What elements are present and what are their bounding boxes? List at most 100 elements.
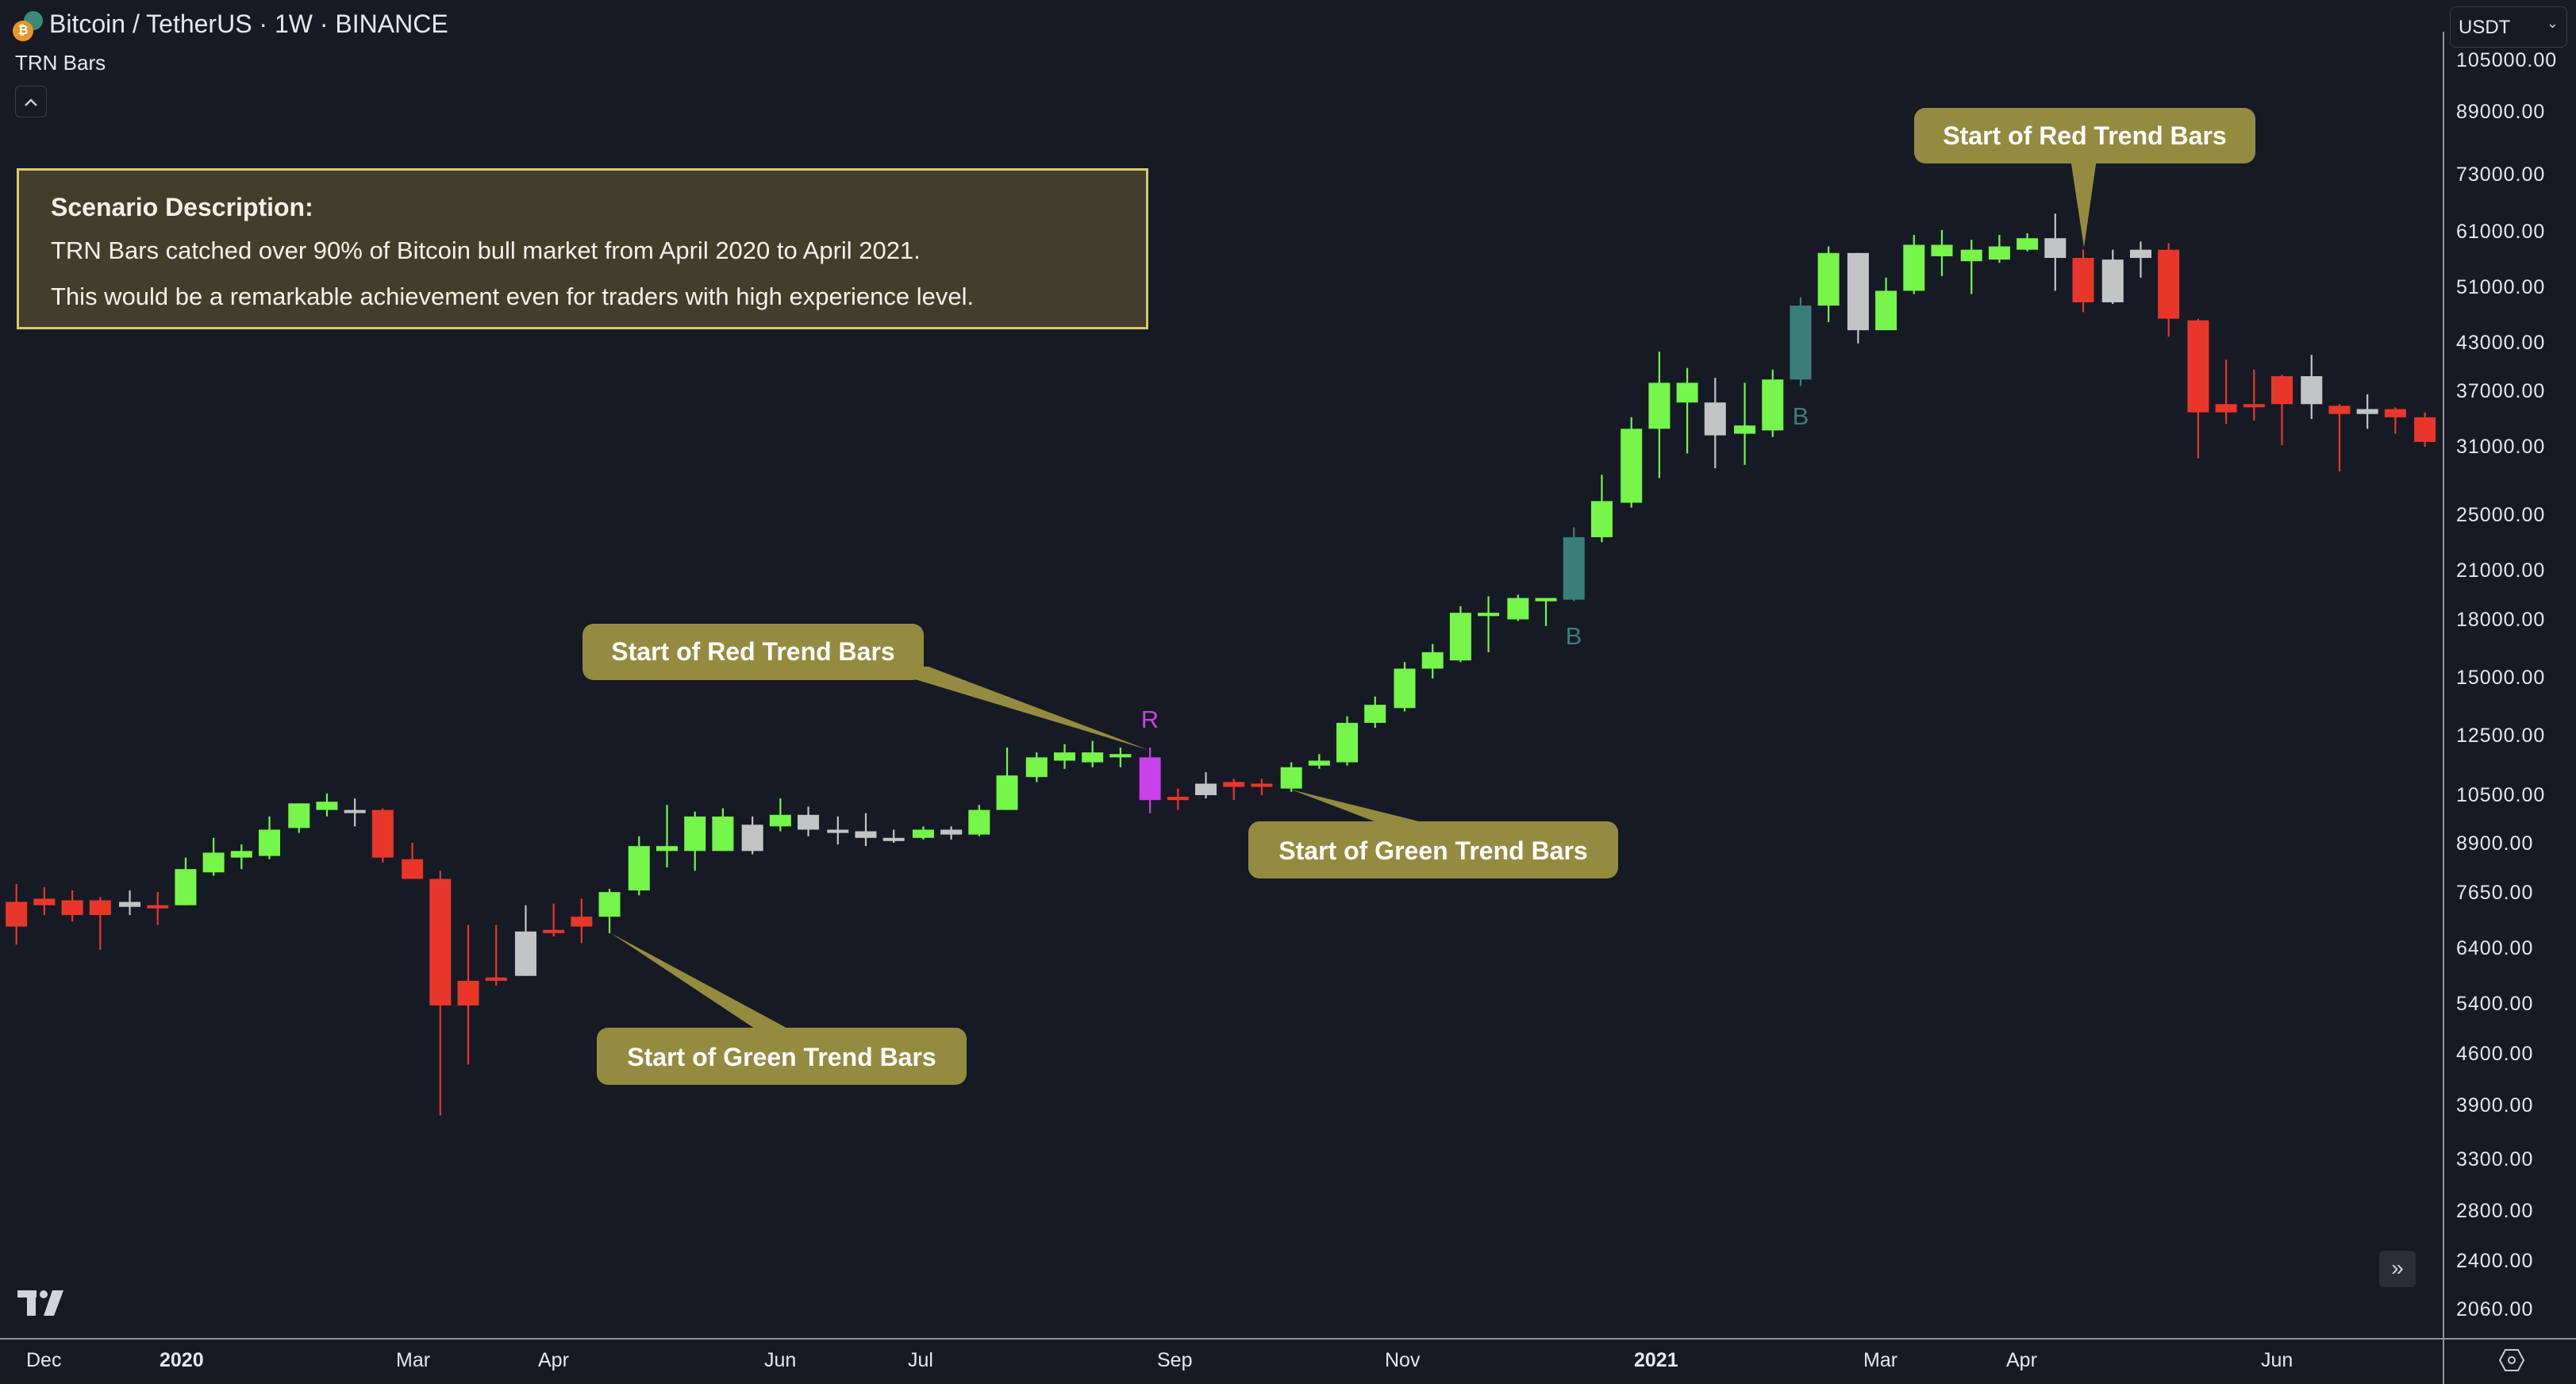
candle-bull[interactable]: [1478, 613, 1500, 617]
candle-bull[interactable]: [968, 809, 990, 835]
candle-neutral[interactable]: [119, 902, 141, 907]
candle-bear[interactable]: [89, 900, 111, 916]
candle-bear[interactable]: [2187, 320, 2209, 413]
candle-bear[interactable]: [2158, 249, 2180, 319]
candle-bull[interactable]: [598, 892, 621, 917]
candle-bear[interactable]: [571, 917, 593, 927]
candle-bear[interactable]: [1167, 797, 1189, 801]
candle-bull[interactable]: [316, 802, 338, 810]
candle-bear[interactable]: [543, 929, 565, 933]
candle-bull[interactable]: [1109, 754, 1132, 758]
candle-bear[interactable]: [2215, 404, 2237, 413]
collapse-legend-button[interactable]: [15, 86, 47, 117]
candle-bull[interactable]: [684, 816, 706, 852]
candle-bull[interactable]: [1931, 244, 1953, 256]
candle-bull[interactable]: [259, 829, 281, 856]
candle-bull[interactable]: [1960, 249, 1982, 262]
price-tick-label: 21000.00: [2456, 559, 2546, 582]
candle-breakout[interactable]: [1790, 306, 1812, 380]
candle-bear[interactable]: [2384, 409, 2406, 417]
candle-bull[interactable]: [202, 852, 225, 873]
candle-bull[interactable]: [628, 846, 650, 891]
candle-bull[interactable]: [1364, 705, 1386, 723]
candle-neutral[interactable]: [2129, 249, 2151, 259]
candle-bull[interactable]: [1676, 383, 1698, 403]
candle-bull[interactable]: [1308, 760, 1330, 766]
candle-bull[interactable]: [230, 851, 252, 858]
candle-bull[interactable]: [1762, 379, 1784, 431]
candle-wick: [1744, 383, 1746, 465]
candle-bull[interactable]: [1988, 246, 2010, 260]
candle-bear[interactable]: [402, 859, 424, 879]
candle-neutral[interactable]: [514, 931, 536, 976]
candle-neutral[interactable]: [1195, 783, 1217, 795]
candle-bear[interactable]: [1251, 783, 1273, 787]
candle-bear[interactable]: [457, 980, 479, 1005]
candle-bull[interactable]: [769, 814, 791, 827]
candle-bull[interactable]: [1734, 425, 1756, 434]
tradingview-logo-icon[interactable]: [17, 1290, 67, 1321]
price-chart-canvas[interactable]: Start of Green Trend Bars Start of Red T…: [0, 0, 2436, 1336]
candle-bull[interactable]: [996, 775, 1018, 810]
candle-bear[interactable]: [147, 905, 169, 909]
candle-neutral[interactable]: [940, 829, 963, 835]
candle-neutral[interactable]: [1847, 252, 1869, 331]
candle-bull[interactable]: [1082, 752, 1104, 763]
candle-bear[interactable]: [1223, 782, 1245, 787]
candle-bull[interactable]: [1621, 429, 1643, 503]
candle-bear[interactable]: [371, 809, 394, 858]
candle-bull[interactable]: [1280, 767, 1302, 789]
indicator-name[interactable]: TRN Bars: [15, 51, 106, 75]
candle-bull[interactable]: [1817, 252, 1840, 306]
candle-neutral[interactable]: [827, 829, 849, 833]
candle-neutral[interactable]: [741, 825, 763, 852]
candle-bear[interactable]: [2414, 417, 2436, 442]
candle-bull[interactable]: [1336, 722, 1359, 763]
candle-bear[interactable]: [2072, 258, 2094, 302]
chart-settings-button[interactable]: [2498, 1347, 2525, 1374]
candle-neutral[interactable]: [2101, 260, 2124, 302]
candle-bull[interactable]: [1648, 383, 1671, 429]
candle-bull[interactable]: [1535, 598, 1557, 602]
candle-wick: [1544, 598, 1548, 626]
candle-bear[interactable]: [6, 902, 28, 927]
price-tick-label: 89000.00: [2456, 101, 2546, 123]
candle-bull[interactable]: [1394, 668, 1416, 709]
scroll-to-realtime-button[interactable]: »: [2379, 1251, 2416, 1287]
candle-reversal[interactable]: [1139, 757, 1161, 801]
candle-bear[interactable]: [485, 977, 507, 981]
candle-neutral[interactable]: [2356, 409, 2378, 414]
candle-bull[interactable]: [1449, 613, 1471, 661]
symbol-title[interactable]: Bitcoin / TetherUS · 1W · BINANCE: [49, 10, 448, 38]
candle-bull[interactable]: [656, 846, 679, 852]
candle-bear[interactable]: [2271, 376, 2293, 405]
candle-bull[interactable]: [712, 816, 734, 852]
candle-bull[interactable]: [288, 803, 310, 828]
candle-bear[interactable]: [429, 878, 452, 1005]
candle-bull[interactable]: [1507, 598, 1529, 620]
candle-bull[interactable]: [1875, 290, 1897, 331]
candle-bull[interactable]: [2017, 238, 2039, 250]
candle-neutral[interactable]: [344, 809, 366, 813]
candle-neutral[interactable]: [2044, 238, 2067, 259]
candle-neutral[interactable]: [855, 831, 877, 838]
candle-bull[interactable]: [1903, 244, 1925, 291]
candle-bull[interactable]: [1025, 757, 1048, 778]
candle-bull[interactable]: [175, 869, 197, 905]
candle-bear[interactable]: [33, 898, 56, 905]
candle-breakout[interactable]: [1563, 536, 1585, 600]
candle-bear[interactable]: [2243, 404, 2265, 408]
scenario-title: Scenario Description:: [51, 193, 313, 221]
candle-bear[interactable]: [2328, 406, 2351, 414]
candle-bull[interactable]: [912, 829, 934, 838]
candle-bear[interactable]: [61, 900, 83, 916]
candle-neutral[interactable]: [882, 837, 905, 841]
candle-bull[interactable]: [1590, 501, 1613, 537]
candle-neutral[interactable]: [1704, 402, 1726, 436]
candle-bull[interactable]: [1053, 752, 1075, 761]
candle-neutral[interactable]: [2301, 376, 2323, 405]
currency-select[interactable]: USDT ⌄: [2450, 6, 2567, 48]
candle-wick: [1232, 778, 1235, 801]
candle-bull[interactable]: [1421, 652, 1444, 669]
candle-neutral[interactable]: [798, 814, 820, 830]
